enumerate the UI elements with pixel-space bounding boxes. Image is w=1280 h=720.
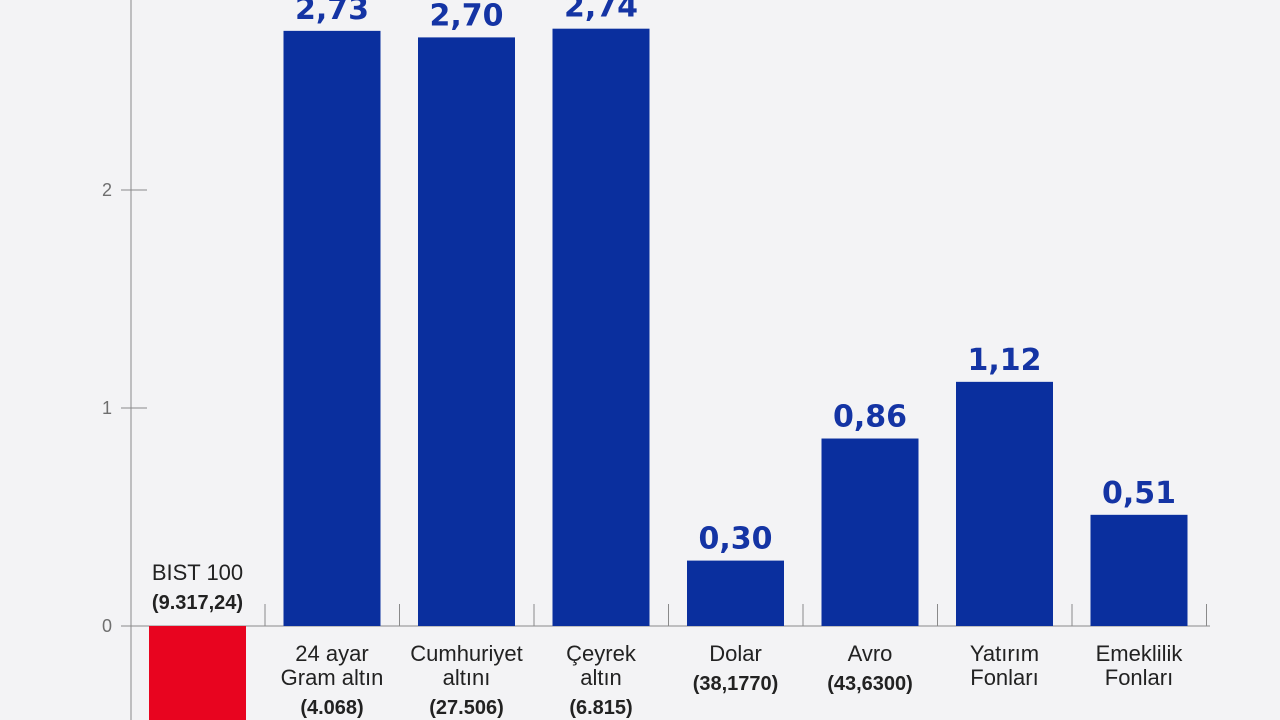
category-sublabel: (38,1770): [693, 673, 779, 695]
bar-value-label: 0,51: [1102, 476, 1176, 511]
bar: [1090, 514, 1188, 626]
category-label: BIST 100: [152, 560, 243, 585]
bar-value-label: 2,70: [429, 0, 503, 33]
bar: [149, 626, 246, 720]
category-sublabel: (27.506): [429, 697, 504, 719]
category-sublabel: (6.815): [569, 697, 632, 719]
category-label: Gram altın: [281, 665, 384, 690]
bar: [687, 560, 784, 626]
category-label: Fonları: [970, 665, 1038, 690]
bar-value-label: 1,12: [967, 343, 1041, 378]
y-tick-label: 2: [102, 180, 112, 200]
bar-value-label: 0,30: [698, 522, 772, 557]
category-label: altını: [443, 665, 491, 690]
category-label: Çeyrek: [566, 641, 637, 666]
category-label: Yatırım: [970, 641, 1039, 666]
bar: [956, 381, 1053, 626]
category-sublabel: (9.317,24): [152, 592, 243, 614]
category-sublabel: (4.068): [300, 697, 363, 719]
bar: [552, 28, 650, 627]
y-tick-label: 1: [102, 398, 112, 418]
bar-value-label: 2,73: [295, 0, 369, 27]
bar: [821, 438, 919, 626]
category-label: Cumhuriyet: [410, 641, 522, 666]
category-label: Emeklilik: [1096, 641, 1184, 666]
bar-value-label: 0,86: [833, 400, 907, 435]
bar: [418, 37, 515, 626]
category-label: Dolar: [709, 641, 762, 666]
category-sublabel: (43,6300): [827, 673, 913, 695]
category-label: altın: [580, 665, 622, 690]
bar: [283, 30, 381, 627]
category-label: Fonları: [1105, 665, 1173, 690]
category-label: 24 ayar: [295, 641, 368, 666]
y-tick-label: 0: [102, 616, 112, 636]
category-label: Avro: [848, 641, 893, 666]
bar-value-label: 2,74: [564, 0, 638, 25]
